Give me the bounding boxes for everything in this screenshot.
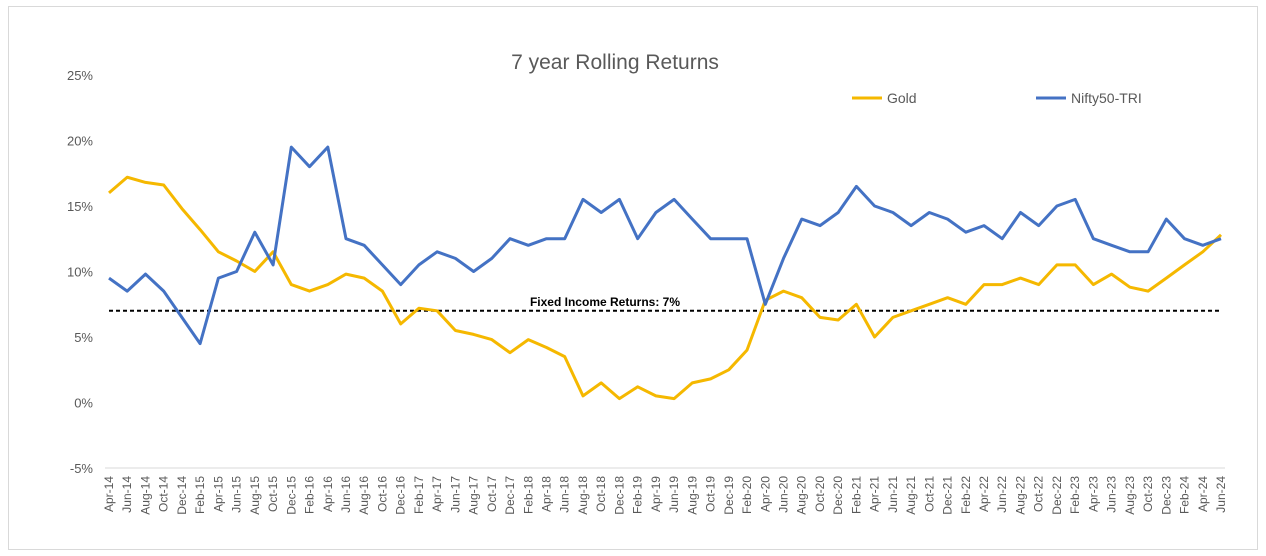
chart-title: 7 year Rolling Returns bbox=[511, 51, 719, 74]
x-tick-label: Dec-21 bbox=[941, 476, 955, 515]
x-tick-label: Apr-18 bbox=[540, 476, 554, 512]
x-tick-label: Jun-24 bbox=[1214, 476, 1228, 513]
y-tick-label: 10% bbox=[67, 265, 93, 280]
x-tick-label: Apr-24 bbox=[1196, 476, 1210, 512]
x-tick-label: Apr-21 bbox=[868, 476, 882, 512]
x-tick-label: Apr-15 bbox=[211, 476, 225, 512]
x-tick-label: Jun-14 bbox=[120, 476, 134, 513]
x-tick-label: Dec-16 bbox=[394, 476, 408, 515]
x-tick-label: Feb-20 bbox=[740, 476, 754, 514]
x-tick-label: Oct-22 bbox=[1032, 476, 1046, 512]
x-tick-label: Apr-17 bbox=[430, 476, 444, 512]
x-tick-label: Jun-15 bbox=[230, 476, 244, 513]
x-tick-label: Oct-19 bbox=[704, 476, 718, 512]
chart-frame: 7 year Rolling Returns Gold Nifty50-TRI … bbox=[8, 6, 1258, 550]
y-tick-label: 20% bbox=[67, 134, 93, 149]
chart-svg: 7 year Rolling Returns Gold Nifty50-TRI … bbox=[67, 51, 1228, 515]
x-tick-label: Oct-15 bbox=[266, 476, 280, 512]
x-tick-label: Dec-23 bbox=[1159, 476, 1173, 515]
x-tick-label: Oct-18 bbox=[594, 476, 608, 512]
x-tick-label: Feb-24 bbox=[1178, 476, 1192, 514]
x-tick-label: Aug-15 bbox=[248, 476, 262, 515]
x-tick-label: Oct-17 bbox=[485, 476, 499, 512]
x-tick-label: Dec-19 bbox=[722, 476, 736, 515]
x-tick-label: Jun-20 bbox=[776, 476, 790, 513]
legend-label-gold: Gold bbox=[887, 90, 917, 106]
y-tick-label: 15% bbox=[67, 199, 93, 214]
reference-line-group: Fixed Income Returns: 7% bbox=[109, 295, 1221, 312]
y-tick-label: 25% bbox=[67, 68, 93, 83]
x-tick-label: Aug-16 bbox=[357, 476, 371, 515]
x-tick-label: Aug-19 bbox=[685, 476, 699, 515]
x-tick-label: Oct-14 bbox=[157, 476, 171, 512]
y-tick-label: 5% bbox=[74, 330, 93, 345]
x-tick-label: Feb-19 bbox=[631, 476, 645, 514]
x-tick-label: Oct-16 bbox=[375, 476, 389, 512]
x-tick-label: Feb-22 bbox=[959, 476, 973, 514]
x-tick-label: Apr-14 bbox=[102, 476, 116, 512]
x-tick-label: Oct-23 bbox=[1141, 476, 1155, 512]
x-tick-label: Aug-14 bbox=[138, 476, 152, 515]
x-tick-label: Feb-16 bbox=[303, 476, 317, 514]
x-tick-label: Jun-22 bbox=[995, 476, 1009, 513]
x-tick-label: Aug-22 bbox=[1013, 476, 1027, 515]
x-tick-label: Apr-16 bbox=[321, 476, 335, 512]
x-tick-label: Feb-23 bbox=[1068, 476, 1082, 514]
x-tick-label: Dec-15 bbox=[284, 476, 298, 515]
y-axis: -5% 0% 5% 10% 15% 20% 25% bbox=[67, 68, 93, 476]
reference-line-label: Fixed Income Returns: 7% bbox=[530, 295, 680, 309]
x-tick-label: Dec-14 bbox=[175, 476, 189, 515]
x-tick-label: Jun-19 bbox=[667, 476, 681, 513]
x-tick-label: Feb-21 bbox=[849, 476, 863, 514]
x-tick-label: Jun-23 bbox=[1105, 476, 1119, 513]
x-tick-label: Apr-19 bbox=[649, 476, 663, 512]
x-tick-label: Dec-17 bbox=[503, 476, 517, 515]
x-tick-label: Feb-17 bbox=[412, 476, 426, 514]
legend-label-nifty: Nifty50-TRI bbox=[1071, 90, 1142, 106]
x-tick-label: Aug-21 bbox=[904, 476, 918, 515]
x-tick-label: Aug-23 bbox=[1123, 476, 1137, 515]
x-tick-label: Dec-18 bbox=[612, 476, 626, 515]
x-tick-label: Aug-20 bbox=[795, 476, 809, 515]
x-tick-label: Jun-21 bbox=[886, 476, 900, 513]
x-tick-label: Jun-18 bbox=[558, 476, 572, 513]
x-tick-label: Oct-20 bbox=[813, 476, 827, 512]
x-tick-label: Feb-15 bbox=[193, 476, 207, 514]
series-line-nifty bbox=[108, 145, 1222, 346]
x-tick-label: Aug-17 bbox=[467, 476, 481, 515]
x-tick-label: Apr-20 bbox=[758, 476, 772, 512]
series-line-gold bbox=[108, 175, 1223, 401]
x-tick-label: Apr-23 bbox=[1086, 476, 1100, 512]
series-group bbox=[108, 145, 1223, 401]
x-tick-label: Feb-18 bbox=[521, 476, 535, 514]
x-tick-label: Jun-16 bbox=[339, 476, 353, 513]
x-tick-label: Oct-21 bbox=[922, 476, 936, 512]
x-tick-label: Aug-18 bbox=[576, 476, 590, 515]
y-tick-label: 0% bbox=[74, 396, 93, 411]
x-tick-label: Apr-22 bbox=[977, 476, 991, 512]
x-tick-label: Jun-17 bbox=[448, 476, 462, 513]
legend: Gold Nifty50-TRI bbox=[852, 90, 1142, 106]
x-tick-label: Dec-22 bbox=[1050, 476, 1064, 515]
x-axis: Apr-14 Jun-14 Aug-14 Oct-14 Dec-14 Feb-15 Apr-… bbox=[102, 467, 1228, 515]
y-tick-label: -5% bbox=[70, 461, 94, 476]
x-tick-label: Dec-20 bbox=[831, 476, 845, 515]
